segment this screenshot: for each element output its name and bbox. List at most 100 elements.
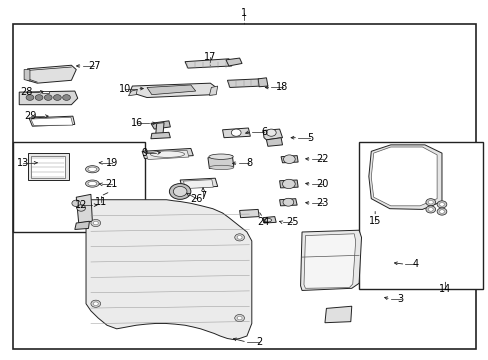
Text: 2: 2 <box>256 337 262 347</box>
Circle shape <box>234 315 244 321</box>
Circle shape <box>35 95 43 100</box>
Text: 25: 25 <box>285 217 298 227</box>
Polygon shape <box>156 123 163 134</box>
Text: 4: 4 <box>411 259 417 269</box>
Polygon shape <box>29 116 75 126</box>
Ellipse shape <box>150 151 184 157</box>
Circle shape <box>91 220 101 226</box>
Text: 11: 11 <box>94 197 106 207</box>
Circle shape <box>234 234 244 241</box>
Circle shape <box>283 155 295 163</box>
Polygon shape <box>325 306 351 323</box>
Polygon shape <box>151 121 170 129</box>
Polygon shape <box>180 178 217 188</box>
Circle shape <box>26 95 34 100</box>
Text: 17: 17 <box>204 52 216 62</box>
Polygon shape <box>130 83 215 98</box>
Polygon shape <box>19 91 78 105</box>
Circle shape <box>93 302 98 306</box>
Text: 16: 16 <box>131 118 143 128</box>
Ellipse shape <box>208 154 233 159</box>
Polygon shape <box>86 200 251 339</box>
Polygon shape <box>183 180 213 189</box>
Text: 20: 20 <box>316 179 328 189</box>
Ellipse shape <box>85 166 99 173</box>
Ellipse shape <box>209 165 233 170</box>
Polygon shape <box>27 65 76 83</box>
Ellipse shape <box>88 181 97 186</box>
Polygon shape <box>300 230 361 291</box>
Text: 21: 21 <box>105 179 118 189</box>
Ellipse shape <box>85 180 99 187</box>
Text: 26: 26 <box>190 194 203 204</box>
Polygon shape <box>370 147 436 206</box>
Text: 19: 19 <box>105 158 118 168</box>
Text: 15: 15 <box>368 216 381 226</box>
Circle shape <box>425 206 435 213</box>
Text: 23: 23 <box>316 198 328 208</box>
Circle shape <box>77 205 85 211</box>
Circle shape <box>439 210 444 213</box>
Polygon shape <box>225 58 242 66</box>
Polygon shape <box>281 156 298 163</box>
Circle shape <box>62 95 70 100</box>
Text: 9: 9 <box>141 148 147 158</box>
Text: 28: 28 <box>20 87 32 97</box>
Circle shape <box>436 208 446 215</box>
Circle shape <box>436 201 446 208</box>
Polygon shape <box>76 194 92 223</box>
Text: 12: 12 <box>75 200 87 210</box>
Text: 1: 1 <box>241 8 247 18</box>
Polygon shape <box>222 128 250 138</box>
Bar <box>27 153 69 180</box>
Polygon shape <box>142 148 193 158</box>
Polygon shape <box>263 217 276 223</box>
Text: 22: 22 <box>316 154 328 164</box>
Polygon shape <box>263 129 282 140</box>
Text: 8: 8 <box>246 158 252 168</box>
Text: 13: 13 <box>17 158 29 168</box>
Circle shape <box>427 201 432 204</box>
Circle shape <box>425 199 435 206</box>
Circle shape <box>427 208 432 211</box>
Text: 6: 6 <box>261 127 266 136</box>
Circle shape <box>266 129 276 136</box>
Text: 29: 29 <box>25 111 37 121</box>
Circle shape <box>283 198 293 206</box>
Bar <box>358 142 483 289</box>
Polygon shape <box>304 234 355 288</box>
Circle shape <box>231 129 241 136</box>
Polygon shape <box>239 210 259 218</box>
Circle shape <box>439 203 444 206</box>
Polygon shape <box>227 79 261 87</box>
Circle shape <box>93 221 98 225</box>
Polygon shape <box>266 138 282 146</box>
Text: 5: 5 <box>306 133 313 143</box>
Text: 7: 7 <box>200 191 206 201</box>
Circle shape <box>282 179 295 189</box>
Circle shape <box>72 200 81 207</box>
Polygon shape <box>279 199 297 206</box>
Text: 24: 24 <box>256 217 269 227</box>
Ellipse shape <box>88 167 97 171</box>
Bar <box>31 156 65 178</box>
Circle shape <box>53 95 61 100</box>
Polygon shape <box>75 221 89 229</box>
Circle shape <box>237 235 242 239</box>
Polygon shape <box>368 145 441 210</box>
Polygon shape <box>209 86 217 95</box>
Polygon shape <box>128 90 137 96</box>
Polygon shape <box>147 85 195 95</box>
Bar <box>13 142 144 232</box>
Text: 10: 10 <box>119 84 131 94</box>
Polygon shape <box>258 78 267 87</box>
Polygon shape <box>207 156 233 168</box>
Polygon shape <box>184 59 231 68</box>
Text: 18: 18 <box>276 82 288 93</box>
Text: 14: 14 <box>438 284 450 294</box>
Polygon shape <box>24 69 30 81</box>
Text: 3: 3 <box>397 294 403 304</box>
Circle shape <box>173 186 186 197</box>
Polygon shape <box>279 180 298 188</box>
Circle shape <box>237 316 242 320</box>
